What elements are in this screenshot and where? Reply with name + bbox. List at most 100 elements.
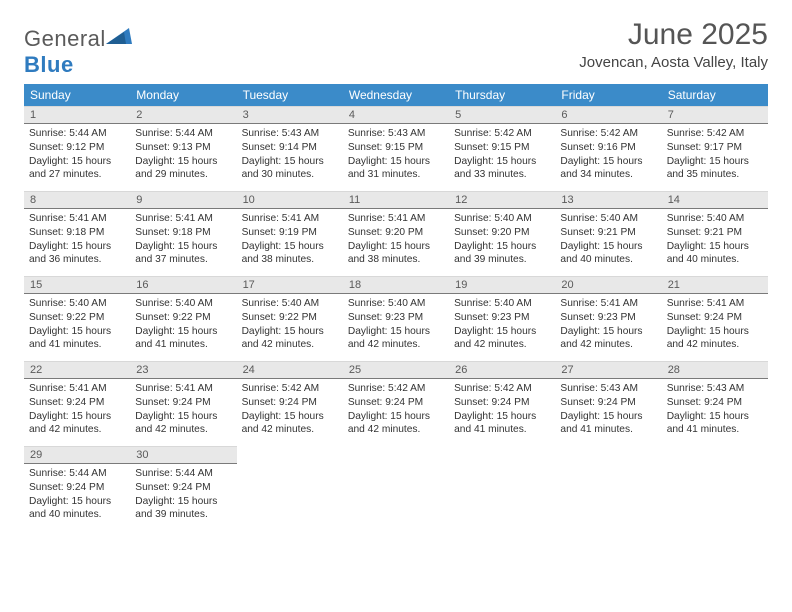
sunrise-line: Sunrise: 5:44 AM <box>135 127 231 141</box>
logo-triangle-icon <box>106 26 132 46</box>
day-info: Sunrise: 5:40 AMSunset: 9:20 PMDaylight:… <box>449 209 555 267</box>
calendar-week-row: 8Sunrise: 5:41 AMSunset: 9:18 PMDaylight… <box>24 191 768 276</box>
logo-text: GeneralBlue <box>24 26 132 78</box>
sunset-line: Sunset: 9:13 PM <box>135 141 231 155</box>
day-info: Sunrise: 5:40 AMSunset: 9:21 PMDaylight:… <box>662 209 768 267</box>
sunset-line: Sunset: 9:19 PM <box>242 226 338 240</box>
calendar-cell: 8Sunrise: 5:41 AMSunset: 9:18 PMDaylight… <box>24 191 130 276</box>
day-info: Sunrise: 5:42 AMSunset: 9:17 PMDaylight:… <box>662 124 768 182</box>
sunrise-line: Sunrise: 5:40 AM <box>135 297 231 311</box>
sunrise-line: Sunrise: 5:44 AM <box>29 467 125 481</box>
daylight-line: Daylight: 15 hours and 42 minutes. <box>242 325 338 353</box>
sunset-line: Sunset: 9:17 PM <box>667 141 763 155</box>
daylight-line: Daylight: 15 hours and 41 minutes. <box>560 410 656 438</box>
daylight-line: Daylight: 15 hours and 40 minutes. <box>29 495 125 523</box>
daylight-line: Daylight: 15 hours and 42 minutes. <box>29 410 125 438</box>
day-number: 22 <box>24 361 130 379</box>
sunset-line: Sunset: 9:22 PM <box>29 311 125 325</box>
day-number: 18 <box>343 276 449 294</box>
daylight-line: Daylight: 15 hours and 41 minutes. <box>454 410 550 438</box>
daylight-line: Daylight: 15 hours and 42 minutes. <box>667 325 763 353</box>
day-number: 21 <box>662 276 768 294</box>
day-info: Sunrise: 5:40 AMSunset: 9:21 PMDaylight:… <box>555 209 661 267</box>
day-info: Sunrise: 5:41 AMSunset: 9:19 PMDaylight:… <box>237 209 343 267</box>
calendar-cell: 24Sunrise: 5:42 AMSunset: 9:24 PMDayligh… <box>237 361 343 446</box>
day-header: Wednesday <box>343 84 449 106</box>
day-number: 29 <box>24 446 130 464</box>
sunset-line: Sunset: 9:15 PM <box>454 141 550 155</box>
day-number: 30 <box>130 446 236 464</box>
month-title: June 2025 <box>579 18 768 52</box>
calendar-week-row: 15Sunrise: 5:40 AMSunset: 9:22 PMDayligh… <box>24 276 768 361</box>
daylight-line: Daylight: 15 hours and 33 minutes. <box>454 155 550 183</box>
day-number: 9 <box>130 191 236 209</box>
daylight-line: Daylight: 15 hours and 38 minutes. <box>348 240 444 268</box>
sunrise-line: Sunrise: 5:40 AM <box>29 297 125 311</box>
sunrise-line: Sunrise: 5:41 AM <box>135 382 231 396</box>
sunrise-line: Sunrise: 5:43 AM <box>667 382 763 396</box>
day-number: 15 <box>24 276 130 294</box>
day-info: Sunrise: 5:41 AMSunset: 9:24 PMDaylight:… <box>24 379 130 437</box>
day-info: Sunrise: 5:42 AMSunset: 9:24 PMDaylight:… <box>343 379 449 437</box>
day-info: Sunrise: 5:41 AMSunset: 9:23 PMDaylight:… <box>555 294 661 352</box>
daylight-line: Daylight: 15 hours and 41 minutes. <box>135 325 231 353</box>
calendar-cell: 5Sunrise: 5:42 AMSunset: 9:15 PMDaylight… <box>449 106 555 191</box>
day-info: Sunrise: 5:42 AMSunset: 9:24 PMDaylight:… <box>237 379 343 437</box>
daylight-line: Daylight: 15 hours and 39 minutes. <box>454 240 550 268</box>
sunset-line: Sunset: 9:16 PM <box>560 141 656 155</box>
day-info: Sunrise: 5:40 AMSunset: 9:23 PMDaylight:… <box>449 294 555 352</box>
daylight-line: Daylight: 15 hours and 39 minutes. <box>135 495 231 523</box>
day-number: 26 <box>449 361 555 379</box>
sunrise-line: Sunrise: 5:41 AM <box>242 212 338 226</box>
sunset-line: Sunset: 9:23 PM <box>454 311 550 325</box>
daylight-line: Daylight: 15 hours and 42 minutes. <box>242 410 338 438</box>
day-info: Sunrise: 5:43 AMSunset: 9:24 PMDaylight:… <box>662 379 768 437</box>
calendar-cell: 12Sunrise: 5:40 AMSunset: 9:20 PMDayligh… <box>449 191 555 276</box>
sunset-line: Sunset: 9:14 PM <box>242 141 338 155</box>
calendar-cell: 17Sunrise: 5:40 AMSunset: 9:22 PMDayligh… <box>237 276 343 361</box>
calendar-cell <box>237 446 343 531</box>
calendar-cell: 1Sunrise: 5:44 AMSunset: 9:12 PMDaylight… <box>24 106 130 191</box>
day-number: 4 <box>343 106 449 124</box>
sunset-line: Sunset: 9:22 PM <box>135 311 231 325</box>
day-number: 14 <box>662 191 768 209</box>
calendar-cell <box>343 446 449 531</box>
calendar-week-row: 29Sunrise: 5:44 AMSunset: 9:24 PMDayligh… <box>24 446 768 531</box>
daylight-line: Daylight: 15 hours and 40 minutes. <box>667 240 763 268</box>
daylight-line: Daylight: 15 hours and 42 minutes. <box>135 410 231 438</box>
sunrise-line: Sunrise: 5:42 AM <box>454 127 550 141</box>
sunset-line: Sunset: 9:24 PM <box>135 396 231 410</box>
day-info: Sunrise: 5:44 AMSunset: 9:13 PMDaylight:… <box>130 124 236 182</box>
logo-part1: General <box>24 26 106 51</box>
sunset-line: Sunset: 9:18 PM <box>29 226 125 240</box>
sunset-line: Sunset: 9:20 PM <box>348 226 444 240</box>
sunrise-line: Sunrise: 5:40 AM <box>560 212 656 226</box>
day-number: 28 <box>662 361 768 379</box>
daylight-line: Daylight: 15 hours and 40 minutes. <box>560 240 656 268</box>
calendar-cell: 28Sunrise: 5:43 AMSunset: 9:24 PMDayligh… <box>662 361 768 446</box>
sunset-line: Sunset: 9:24 PM <box>135 481 231 495</box>
calendar-cell: 14Sunrise: 5:40 AMSunset: 9:21 PMDayligh… <box>662 191 768 276</box>
day-info: Sunrise: 5:43 AMSunset: 9:15 PMDaylight:… <box>343 124 449 182</box>
sunset-line: Sunset: 9:20 PM <box>454 226 550 240</box>
sunrise-line: Sunrise: 5:42 AM <box>454 382 550 396</box>
sunrise-line: Sunrise: 5:42 AM <box>348 382 444 396</box>
daylight-line: Daylight: 15 hours and 42 minutes. <box>454 325 550 353</box>
sunset-line: Sunset: 9:24 PM <box>667 311 763 325</box>
calendar-cell: 27Sunrise: 5:43 AMSunset: 9:24 PMDayligh… <box>555 361 661 446</box>
calendar-cell: 26Sunrise: 5:42 AMSunset: 9:24 PMDayligh… <box>449 361 555 446</box>
day-info: Sunrise: 5:43 AMSunset: 9:14 PMDaylight:… <box>237 124 343 182</box>
sunset-line: Sunset: 9:21 PM <box>667 226 763 240</box>
day-number: 3 <box>237 106 343 124</box>
sunset-line: Sunset: 9:21 PM <box>560 226 656 240</box>
day-info: Sunrise: 5:44 AMSunset: 9:12 PMDaylight:… <box>24 124 130 182</box>
day-number: 7 <box>662 106 768 124</box>
calendar-table: Sunday Monday Tuesday Wednesday Thursday… <box>24 84 768 531</box>
calendar-cell <box>449 446 555 531</box>
day-header: Monday <box>130 84 236 106</box>
day-info: Sunrise: 5:41 AMSunset: 9:18 PMDaylight:… <box>130 209 236 267</box>
sunset-line: Sunset: 9:24 PM <box>29 481 125 495</box>
day-number: 16 <box>130 276 236 294</box>
sunrise-line: Sunrise: 5:41 AM <box>29 382 125 396</box>
calendar-cell: 2Sunrise: 5:44 AMSunset: 9:13 PMDaylight… <box>130 106 236 191</box>
